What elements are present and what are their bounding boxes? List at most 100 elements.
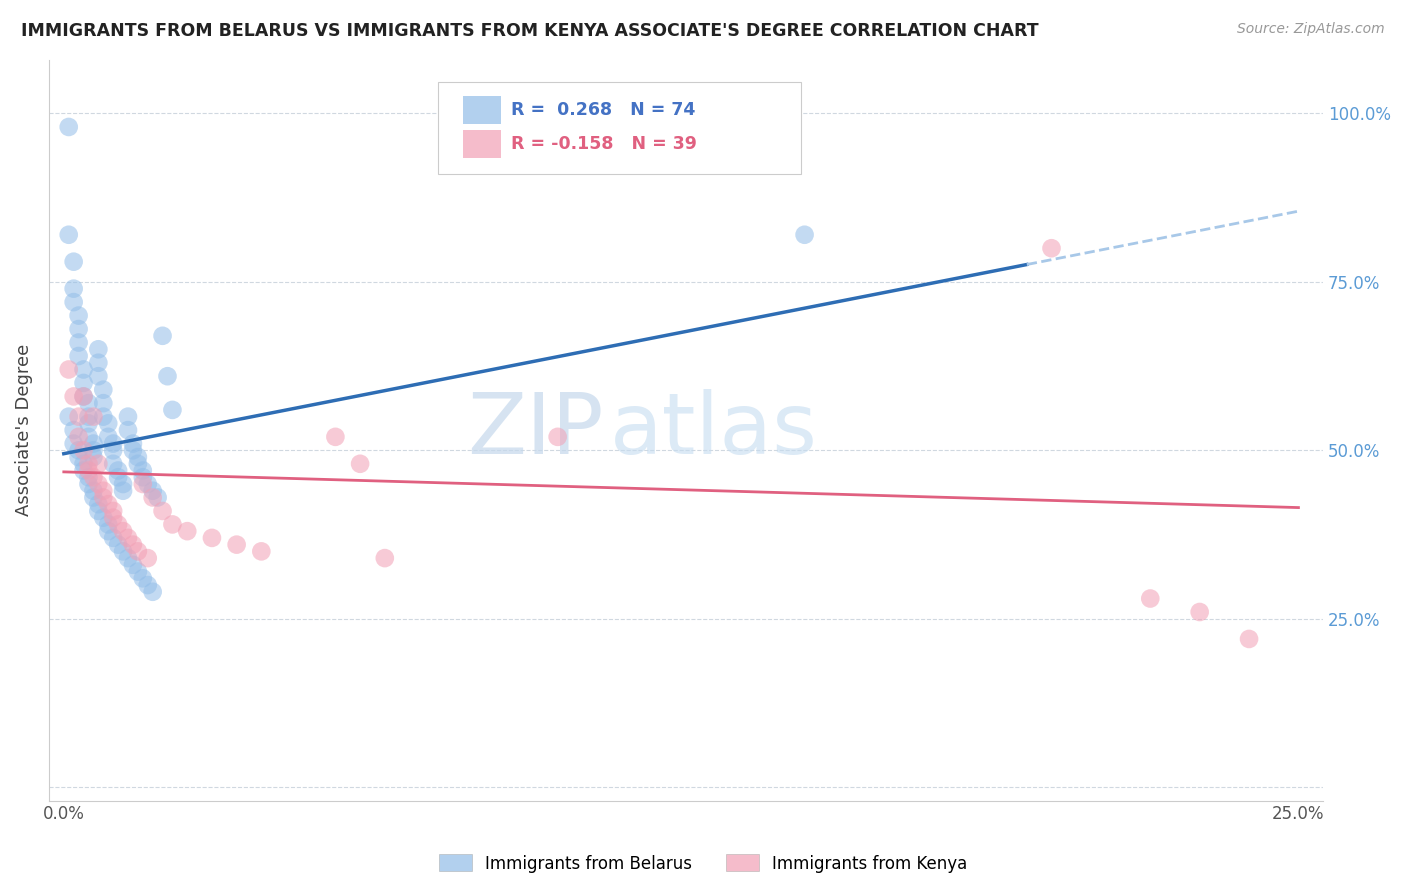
Point	[82, 443, 104, 458]
Point	[91, 510, 114, 524]
Point	[1040, 241, 1063, 255]
Point	[91, 483, 114, 498]
Point	[91, 409, 114, 424]
Point	[107, 538, 129, 552]
Point	[127, 544, 149, 558]
Point	[67, 335, 90, 350]
Point	[97, 497, 120, 511]
Point	[127, 565, 149, 579]
Point	[112, 483, 135, 498]
Point	[72, 463, 94, 477]
Point	[77, 430, 100, 444]
Point	[117, 423, 139, 437]
Point	[87, 369, 110, 384]
Point	[62, 254, 84, 268]
Point	[82, 450, 104, 464]
Point	[122, 436, 145, 450]
Point	[117, 409, 139, 424]
Point	[136, 477, 159, 491]
Point	[349, 457, 371, 471]
Point	[152, 328, 174, 343]
Point	[97, 417, 120, 431]
Text: ZIP: ZIP	[467, 389, 603, 472]
Point	[176, 524, 198, 538]
Point	[72, 457, 94, 471]
Point	[97, 524, 120, 538]
Point	[67, 450, 90, 464]
Point	[62, 295, 84, 310]
Point	[107, 470, 129, 484]
Point	[1237, 632, 1260, 646]
Point	[101, 457, 124, 471]
Point	[62, 436, 84, 450]
Bar	[463, 130, 502, 158]
Point	[136, 578, 159, 592]
Point	[250, 544, 273, 558]
Point	[101, 504, 124, 518]
Point	[77, 409, 100, 424]
Point	[91, 383, 114, 397]
Point	[132, 463, 155, 477]
Text: R = -0.158   N = 39: R = -0.158 N = 39	[512, 135, 697, 153]
Point	[87, 477, 110, 491]
Point	[82, 470, 104, 484]
Point	[67, 322, 90, 336]
Point	[77, 477, 100, 491]
Point	[62, 389, 84, 403]
Point	[142, 491, 165, 505]
Point	[87, 497, 110, 511]
Point	[58, 362, 80, 376]
Point	[127, 450, 149, 464]
Point	[87, 356, 110, 370]
Point	[156, 369, 179, 384]
Point	[132, 571, 155, 585]
Point	[1188, 605, 1211, 619]
Point	[136, 551, 159, 566]
Point	[72, 443, 94, 458]
Point	[101, 531, 124, 545]
Point	[146, 491, 169, 505]
FancyBboxPatch shape	[437, 82, 801, 175]
Point	[82, 436, 104, 450]
Point	[1139, 591, 1161, 606]
Bar	[463, 96, 502, 124]
Text: atlas: atlas	[610, 389, 818, 472]
Point	[225, 538, 247, 552]
Point	[72, 362, 94, 376]
Point	[72, 389, 94, 403]
Point	[82, 491, 104, 505]
Point	[107, 517, 129, 532]
Point	[62, 282, 84, 296]
Point	[77, 457, 100, 471]
Point	[72, 389, 94, 403]
Point	[325, 430, 347, 444]
Point	[162, 517, 184, 532]
Y-axis label: Associate's Degree: Associate's Degree	[15, 344, 32, 516]
Point	[112, 477, 135, 491]
Point	[91, 491, 114, 505]
Point	[58, 227, 80, 242]
Point	[101, 443, 124, 458]
Point	[97, 430, 120, 444]
Point	[107, 463, 129, 477]
Point	[67, 349, 90, 363]
Point	[87, 504, 110, 518]
Point	[112, 524, 135, 538]
Point	[547, 430, 569, 444]
Legend: Immigrants from Belarus, Immigrants from Kenya: Immigrants from Belarus, Immigrants from…	[432, 847, 974, 880]
Point	[67, 443, 90, 458]
Point	[142, 584, 165, 599]
Point	[77, 396, 100, 410]
Point	[101, 436, 124, 450]
Point	[101, 510, 124, 524]
Point	[122, 538, 145, 552]
Point	[91, 396, 114, 410]
Point	[152, 504, 174, 518]
Point	[82, 483, 104, 498]
Point	[374, 551, 396, 566]
Point	[82, 409, 104, 424]
Point	[58, 409, 80, 424]
Point	[67, 309, 90, 323]
Point	[112, 544, 135, 558]
Point	[127, 457, 149, 471]
